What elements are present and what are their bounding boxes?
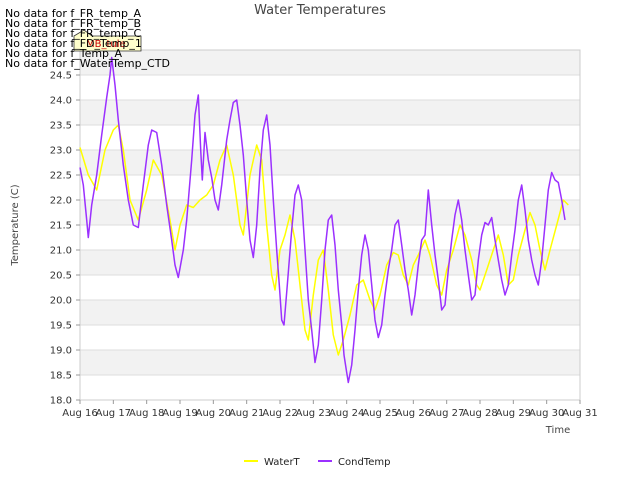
plot-bands: [80, 50, 580, 375]
x-tick-label: Aug 24: [329, 408, 364, 419]
plot-band: [80, 150, 580, 175]
y-axis-ticks: 18.0 18.5 19.0 19.5 20.0 20.5 21.0 21.5 22.0 22.5…: [50, 71, 80, 407]
x-tick-label: Aug 18: [129, 408, 164, 419]
y-tick-label: 19.0: [50, 346, 72, 357]
no-data-message: No data for f_FR_temp_A: [5, 7, 141, 20]
x-tick-label: Aug 30: [529, 408, 564, 419]
y-tick-label: 24.5: [50, 71, 72, 82]
x-tick-label: Aug 20: [196, 408, 231, 419]
legend: WaterT CondTemp: [244, 457, 390, 468]
plot-band: [80, 100, 580, 125]
no-data-message: No data for f_FR_temp_C: [5, 27, 142, 40]
legend-label-watert: WaterT: [264, 457, 301, 468]
tooltip-label: MB_tule: [86, 39, 126, 50]
x-tick-label: Aug 26: [396, 408, 431, 419]
x-tick-label: Aug 29: [496, 408, 531, 419]
tooltip-shape: [73, 29, 142, 52]
y-tick-label: 23.5: [50, 121, 72, 132]
no-data-message: No data for f_FD_Temp_1: [5, 37, 142, 50]
x-tick-label: Aug 22: [262, 408, 297, 419]
y-tick-label: 19.5: [50, 321, 72, 332]
y-tick-label: 21.5: [50, 221, 72, 232]
chart-title: Water Temperatures: [254, 3, 386, 18]
plot-band: [80, 200, 580, 225]
x-tick-label: Aug 21: [229, 408, 264, 419]
y-tick-label: 21.0: [50, 246, 72, 257]
x-tick-label: Aug 25: [362, 408, 397, 419]
x-tick-label: Aug 16: [62, 408, 97, 419]
no-data-message: No data for f_FR_temp_B: [5, 17, 142, 30]
x-axis-label: Time: [545, 425, 570, 436]
y-tick-label: 24.0: [50, 96, 72, 107]
y-axis-label: Temperature (C): [10, 184, 21, 266]
y-tick-label: 22.5: [50, 171, 72, 182]
tooltip-box: MB_tule: [73, 29, 142, 52]
x-tick-label: Aug 27: [429, 408, 464, 419]
plot-band: [80, 50, 580, 75]
x-tick-label: Aug 17: [96, 408, 131, 419]
plot-band: [80, 350, 580, 375]
series-line-watert: [79, 124, 569, 356]
y-tick-label: 18.5: [50, 371, 72, 382]
y-tick-label: 22.0: [50, 196, 72, 207]
x-tick-label: Aug 23: [296, 408, 331, 419]
y-tick-label: 18.0: [50, 396, 72, 407]
x-tick-label: Aug 19: [162, 408, 197, 419]
y-tick-label: 20.5: [50, 271, 72, 282]
y-tick-label: 20.0: [50, 296, 72, 307]
series-line-condtemp: [79, 56, 566, 384]
no-data-message: No data for f_WaterTemp_CTD: [5, 57, 170, 70]
series-layer: [79, 56, 569, 384]
x-tick-label: Aug 28: [462, 408, 497, 419]
x-tick-label: Aug 31: [562, 408, 597, 419]
no-data-message: No data for f_Temp_A: [5, 47, 123, 60]
y-tick-label: 23.0: [50, 146, 72, 157]
legend-label-condtemp: CondTemp: [338, 457, 390, 468]
